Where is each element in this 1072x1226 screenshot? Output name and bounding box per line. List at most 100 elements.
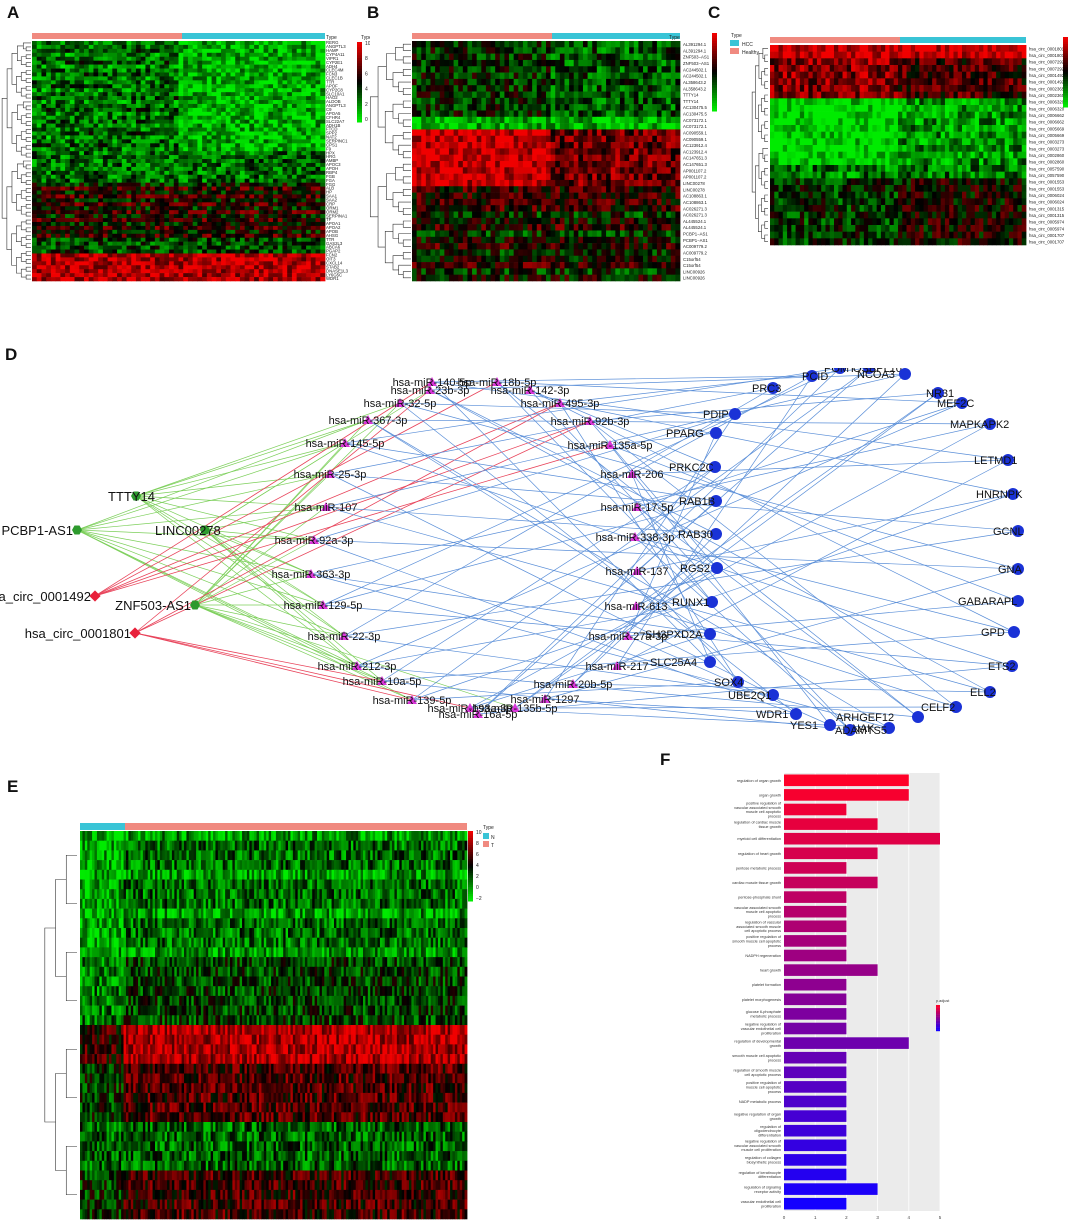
heatmap-cell	[320, 265, 326, 270]
heatmap-cell	[221, 206, 227, 211]
heatmap-cell	[173, 107, 179, 113]
heatmap-cell	[206, 190, 212, 195]
heatmap-cell	[439, 129, 445, 137]
heatmap-cell	[320, 237, 326, 242]
heatmap-cell	[135, 269, 142, 274]
heatmap-cell	[221, 76, 227, 81]
heatmap-cell	[88, 229, 94, 235]
heatmap-cell	[282, 115, 288, 120]
heatmap-cell	[41, 210, 47, 215]
heatmap-cell	[235, 147, 241, 152]
legend-a-swatch	[357, 58, 362, 62]
heatmap-cell	[46, 100, 52, 105]
heatmap-cell	[69, 170, 75, 176]
heatmap-cell	[126, 194, 132, 199]
heatmap-cell	[131, 221, 137, 227]
heatmap-cell	[230, 229, 236, 235]
heatmap-cell	[249, 56, 255, 61]
heatmap-cell	[197, 131, 203, 136]
heatmap-cell	[513, 135, 519, 143]
heatmap-cell	[135, 80, 142, 85]
heatmap-cell	[273, 80, 279, 85]
heatmap-cell	[306, 119, 312, 124]
legend-a-tick: 8	[365, 56, 368, 62]
heatmap-cell	[610, 129, 616, 137]
heatmap-cell	[559, 85, 565, 92]
heatmap-cell	[458, 91, 464, 99]
heatmap-cell	[504, 59, 510, 67]
heatmap-cell	[79, 92, 85, 97]
heatmap-cell	[287, 155, 293, 160]
heatmap-cell	[140, 96, 146, 101]
heatmap-cell	[225, 159, 231, 164]
heatmap-cell	[287, 88, 293, 93]
row-label: TTR	[326, 237, 334, 242]
heatmap-cell	[32, 261, 38, 266]
heatmap-cell	[117, 210, 123, 215]
heatmap-cell	[211, 170, 217, 176]
heatmap-cell	[310, 229, 316, 235]
heatmap-cell	[178, 131, 184, 136]
heatmap-cell	[225, 41, 231, 46]
heatmap-cell	[522, 123, 528, 130]
heatmap-cell	[55, 100, 61, 105]
dendrogram-branch	[402, 189, 411, 197]
heatmap-cell	[315, 221, 321, 227]
heatmap-cell	[216, 143, 222, 148]
heatmap-cell	[112, 210, 118, 215]
heatmap-cell	[145, 151, 151, 156]
heatmap-cell	[499, 47, 505, 54]
heatmap-cell	[661, 123, 667, 130]
heatmap-cell	[467, 148, 473, 155]
heatmap-cell	[211, 60, 217, 65]
heatmap-cell	[444, 142, 450, 149]
heatmap-cell	[666, 110, 672, 118]
heatmap-cell	[619, 41, 625, 48]
heatmap-cell	[235, 135, 241, 140]
heatmap-cell	[268, 202, 274, 207]
heatmap-cell	[310, 253, 316, 258]
heatmap-cell	[135, 159, 142, 164]
heatmap-cell	[83, 210, 90, 215]
heatmap-cell	[244, 277, 250, 282]
heatmap-cell	[490, 91, 496, 99]
heatmap-cell	[74, 257, 80, 262]
heatmap-cell	[159, 198, 165, 203]
heatmap-cell	[546, 97, 552, 105]
heatmap-cell	[197, 277, 203, 282]
heatmap-cell	[121, 60, 127, 65]
heatmap-cell	[107, 241, 113, 246]
heatmap-cell	[254, 206, 260, 211]
heatmap-cell	[578, 129, 584, 137]
heatmap-cell	[425, 59, 431, 67]
heatmap-cell	[296, 155, 302, 160]
heatmap-cell	[183, 249, 189, 254]
heatmap-cell	[55, 107, 61, 113]
heatmap-cell	[263, 273, 269, 278]
heatmap-cell	[569, 66, 575, 73]
heatmap-cell	[315, 229, 321, 235]
heatmap-cell	[291, 269, 298, 274]
heatmap-cell	[263, 237, 269, 242]
heatmap-cell	[117, 229, 123, 235]
heatmap-cell	[306, 166, 312, 172]
heatmap-cell	[50, 96, 57, 101]
heatmap-cell	[178, 249, 184, 254]
heatmap-cell	[221, 44, 227, 50]
heatmap-cell	[46, 48, 52, 54]
heatmap-cell	[178, 269, 184, 274]
heatmap-cell	[244, 198, 250, 203]
heatmap-cell	[41, 60, 47, 65]
heatmap-cell	[69, 48, 75, 54]
heatmap-cell	[448, 110, 454, 118]
heatmap-cell	[421, 123, 427, 130]
heatmap-cell	[230, 123, 236, 128]
heatmap-cell	[55, 72, 61, 77]
heatmap-cell	[69, 265, 75, 270]
heatmap-cell	[258, 92, 264, 97]
heatmap-cell	[216, 178, 222, 183]
heatmap-cell	[287, 249, 293, 254]
heatmap-cell	[320, 206, 326, 211]
heatmap-cell	[74, 68, 80, 73]
heatmap-cell	[244, 229, 250, 235]
